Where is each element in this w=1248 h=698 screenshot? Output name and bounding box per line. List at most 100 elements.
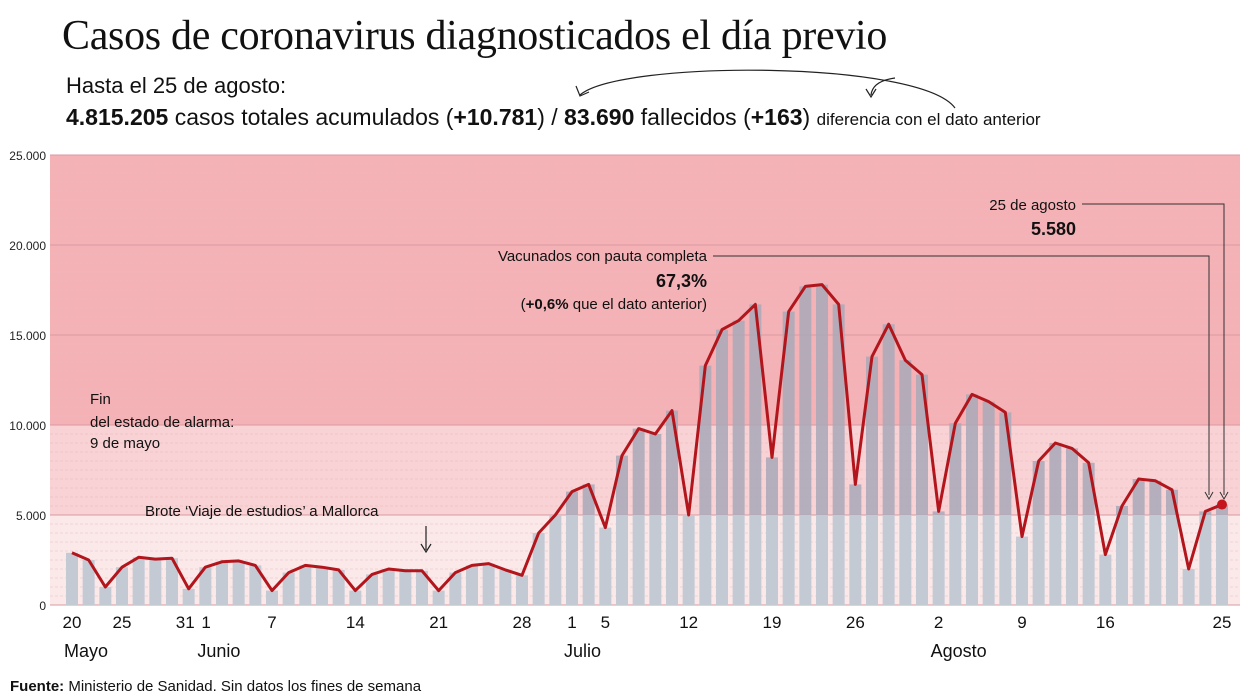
bar [366,574,378,605]
month-label: Agosto [931,641,987,661]
bar-upper [932,511,945,515]
bar [549,515,562,605]
bar [299,565,312,605]
bar [599,527,612,605]
bar [999,515,1012,605]
bar [982,515,995,605]
x-tick-label: 26 [846,613,865,632]
alarm-end-annotation-2: del estado de alarma: [90,414,234,431]
bar-upper [1032,461,1045,515]
bar [816,515,828,605]
bar [466,565,478,605]
month-label: Mayo [64,641,108,661]
last-value-leader-line [1082,203,1225,495]
bar [266,590,278,605]
bar [716,515,728,605]
bar-upper [749,304,762,515]
cases-diff: +10.781 [453,104,538,130]
bar [132,557,145,605]
annotations: Fin del estado de alarma: 9 de mayo Brot… [90,197,1229,554]
x-tick-label: 14 [346,613,365,632]
bar-upper [699,365,712,515]
y-tick-label: 10.000 [9,419,46,433]
last-value-label: 5.580 [1031,219,1076,239]
last-value-arrowhead-icon [1219,491,1229,501]
month-label: Junio [197,641,240,661]
bar-upper [716,329,728,515]
x-tick-label: 28 [513,613,532,632]
bar [349,590,362,605]
bar [1149,515,1162,605]
bar [849,515,862,605]
separator: ) / [537,104,565,130]
bar [749,515,762,605]
bar-upper [849,484,862,515]
x-tick-label: 31 [176,613,195,632]
bar [516,575,528,605]
bar [1116,515,1128,605]
bar [416,570,428,605]
x-tick-label: 1 [201,613,210,632]
total-deaths: 83.690 [564,104,635,130]
bar [249,565,262,605]
bar [699,515,712,605]
bar [1199,515,1212,605]
series-line [71,283,1227,593]
bar [482,563,495,605]
bar-upper [916,374,928,515]
series-line-path [71,283,1223,593]
bar [149,559,162,605]
vaccinated-diff-value: +0,6% [526,296,569,313]
bar-upper [966,394,978,515]
bar-upper [1132,479,1145,515]
bar [1166,515,1178,605]
bar [1066,515,1078,605]
bar [1016,536,1028,605]
diff-arrow-deaths [870,77,896,96]
month-label: Julio [564,641,601,661]
bar [966,515,978,605]
bar-upper [616,455,628,515]
y-tick-label: 20.000 [9,239,46,253]
bar-upper [732,320,745,515]
bar [1216,515,1228,605]
bar [666,515,678,605]
x-tick-label: 9 [1017,613,1026,632]
bar [932,515,945,605]
bar-upper [999,412,1012,515]
vaccinated-label: Vacunados con pauta completa [498,248,708,265]
bar [316,567,328,605]
bar [449,572,462,605]
bar [1099,554,1112,605]
bar [282,572,295,605]
bar [82,560,95,605]
bar-upper [882,324,895,515]
x-tick-label: 25 [1213,613,1232,632]
last-point-marker [1217,499,1227,510]
bar [832,515,845,605]
bar [532,533,545,605]
bar [1082,515,1095,605]
y-tick-label: 25.000 [9,149,46,163]
vaccinated-diff: (+0,6% que el dato anterior) [521,296,707,313]
bar [116,567,128,605]
last-date-label: 25 de agosto [989,197,1076,214]
bar [399,570,412,605]
bar-upper [982,401,995,515]
close-paren: ) [802,104,817,130]
bar [649,515,662,605]
x-tick-label: 5 [601,613,610,632]
bar-upper [832,304,845,515]
bar [66,552,78,605]
vaccinated-arrowhead-icon [1204,491,1214,501]
bar [499,569,512,605]
alarm-end-annotation-1: Fin [90,391,111,408]
y-tick-label: 15.000 [9,329,46,343]
bar [182,588,195,605]
total-cases-label: casos totales acumulados ( [168,104,454,130]
bar-upper [666,410,678,515]
bar-upper [816,284,828,515]
bar-upper [799,286,812,515]
bar [1049,515,1062,605]
